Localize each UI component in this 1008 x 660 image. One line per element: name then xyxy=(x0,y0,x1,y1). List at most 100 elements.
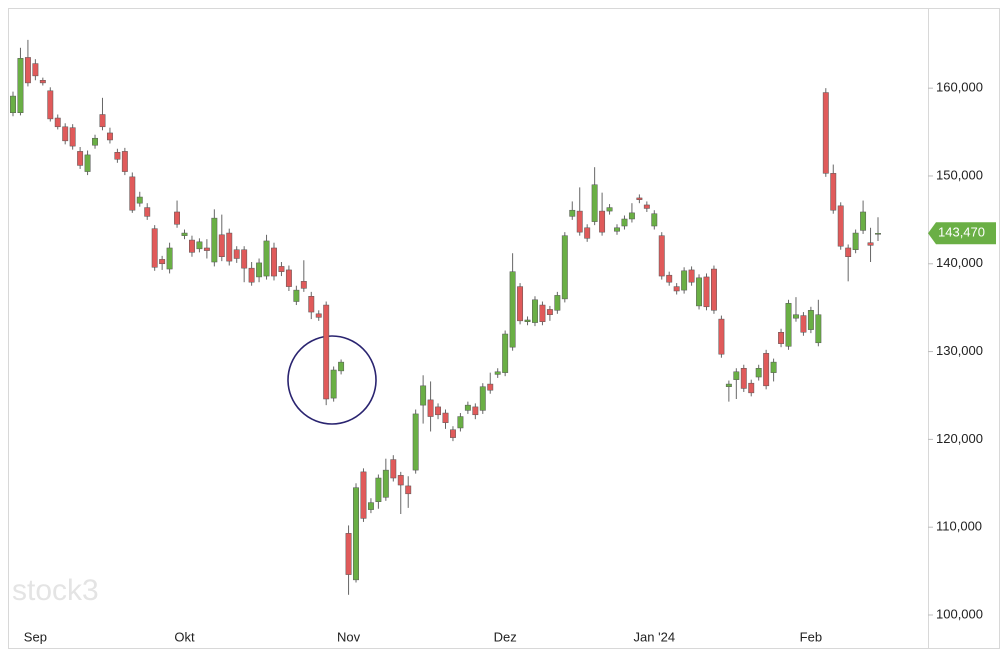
x-tick-label: Dez xyxy=(494,629,517,644)
candle-body xyxy=(121,151,128,172)
candle-body xyxy=(62,126,69,142)
candle-body xyxy=(256,262,263,278)
candle-body xyxy=(248,267,255,283)
candle-body xyxy=(524,319,531,322)
candle-body xyxy=(487,383,494,391)
candle-body xyxy=(196,241,203,250)
candle-body xyxy=(636,197,643,200)
candle-body xyxy=(360,471,367,519)
candle-body xyxy=(106,132,113,141)
candle-body xyxy=(875,233,881,235)
last-price-tag xyxy=(928,222,996,245)
frame xyxy=(8,8,1000,649)
candle-body xyxy=(837,205,844,247)
y-tick-label: 100,000 xyxy=(936,606,983,621)
candle-body xyxy=(435,406,441,416)
candle-body xyxy=(807,310,814,330)
candle-body xyxy=(785,303,792,347)
watermark: stock3 xyxy=(12,574,99,607)
candle-body xyxy=(681,270,688,291)
candle-body xyxy=(300,281,307,289)
candle-body xyxy=(32,63,39,77)
candle-body xyxy=(651,213,658,227)
candle-body xyxy=(17,58,24,113)
candle-body xyxy=(367,502,374,510)
candle-body xyxy=(330,369,337,399)
candle-body xyxy=(54,117,61,128)
candle-body xyxy=(673,286,680,292)
last-price-label: 143,470 xyxy=(938,225,985,240)
candle-body xyxy=(860,211,867,231)
candle-body xyxy=(621,218,628,227)
candle-body xyxy=(77,151,84,166)
candle-body xyxy=(345,533,352,575)
candle-body xyxy=(211,217,218,263)
candle-body xyxy=(770,361,777,373)
candle-body xyxy=(509,271,516,348)
candle-body xyxy=(390,459,397,479)
candle-body xyxy=(755,368,762,378)
candle-body xyxy=(189,239,195,253)
candle-body xyxy=(502,333,509,373)
candle-body xyxy=(151,228,158,268)
candle-body xyxy=(793,314,799,319)
candle-body xyxy=(203,247,210,251)
candle-body xyxy=(136,196,143,204)
candle-body xyxy=(405,485,412,495)
candle-body xyxy=(323,304,330,400)
candle-body xyxy=(479,386,486,411)
candle-body xyxy=(397,475,404,486)
candle-body xyxy=(181,232,188,236)
candle-body xyxy=(576,210,583,233)
candle-body xyxy=(569,209,576,217)
x-tick-label: Sep xyxy=(24,629,47,644)
candle-body xyxy=(606,207,613,212)
candle-body xyxy=(748,382,755,394)
candle-body xyxy=(84,154,91,172)
candle-body xyxy=(546,309,553,315)
candle-body xyxy=(442,412,449,423)
candle-body xyxy=(554,295,561,311)
candle-body xyxy=(47,90,54,120)
candle-body xyxy=(412,413,419,471)
candle-body xyxy=(166,247,173,270)
candle-body xyxy=(159,259,166,265)
candle-body xyxy=(614,227,620,232)
candle-body xyxy=(450,429,456,438)
candle-body xyxy=(696,277,702,307)
candle-body xyxy=(69,127,76,147)
candle-body xyxy=(464,404,471,411)
candle-body xyxy=(382,469,389,498)
candle-body xyxy=(539,304,546,322)
candle-body xyxy=(308,296,315,313)
candle-body xyxy=(666,274,673,283)
candle-body xyxy=(517,286,524,322)
candle-body xyxy=(315,313,322,318)
candle-body xyxy=(353,487,359,581)
x-tick-label: Okt xyxy=(174,629,195,644)
y-tick-label: 130,000 xyxy=(936,343,983,358)
y-tick-label: 120,000 xyxy=(936,431,983,446)
candle-body xyxy=(338,361,345,372)
candle-body xyxy=(263,240,270,277)
candle-body xyxy=(688,269,695,283)
candle-body xyxy=(703,276,710,308)
candle-body xyxy=(733,371,740,380)
candle-body xyxy=(778,332,785,344)
candle-body xyxy=(472,406,479,416)
candle-body xyxy=(494,371,501,375)
candle-body xyxy=(815,314,822,344)
candle-body xyxy=(763,353,770,387)
candle-body xyxy=(285,269,292,287)
candle-body xyxy=(725,383,732,387)
candle-body xyxy=(643,204,650,209)
candle-body xyxy=(822,92,829,174)
candle-body xyxy=(24,57,31,84)
candle-body xyxy=(375,477,382,502)
x-tick-label: Nov xyxy=(337,629,361,644)
annotation-circle xyxy=(287,335,377,425)
candle-body xyxy=(628,212,635,220)
candle-body xyxy=(420,385,427,406)
candle-body xyxy=(658,235,665,277)
candle-body xyxy=(174,211,181,225)
